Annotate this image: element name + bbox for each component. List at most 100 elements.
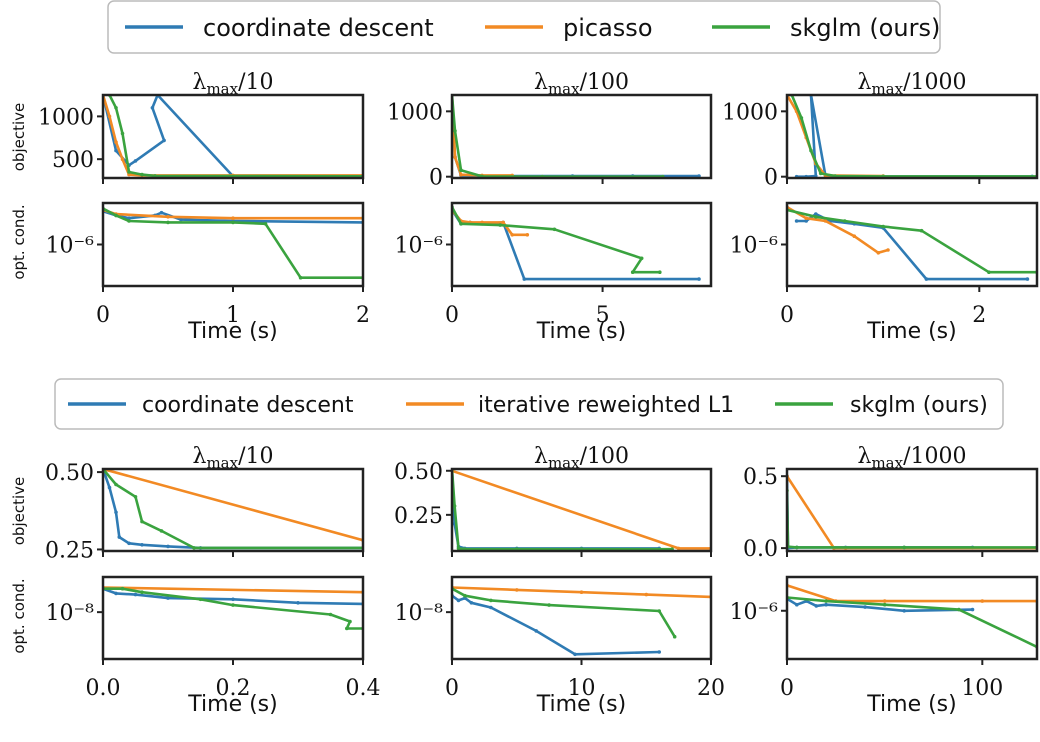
data-point-cd	[534, 629, 538, 633]
optcond-axes: 10⁻⁶	[730, 201, 1039, 292]
series-line-skglm	[452, 587, 676, 638]
objective-axes: 0 1000	[722, 93, 1039, 191]
data-point-skglm	[127, 219, 131, 223]
optcond-axes: 10⁻⁸	[395, 575, 713, 665]
data-point-picasso	[459, 172, 463, 177]
series-line-irl1	[103, 586, 363, 594]
series-line-cd	[452, 209, 699, 281]
data-point-cd	[114, 148, 118, 153]
data-point-skglm	[799, 116, 804, 120]
data-point-cd	[127, 216, 131, 220]
data-point-skglm	[298, 275, 303, 280]
legend-bottom-label-cd: coordinate descent	[142, 393, 354, 418]
x-axis-label: Time (s)	[187, 692, 277, 717]
data-point-cd	[489, 605, 493, 610]
x-axis-label: Time (s)	[536, 692, 626, 717]
y-tick-label: 0.50	[394, 460, 443, 485]
x-tick-label: 20	[697, 676, 725, 701]
data-point-skglm	[231, 603, 235, 607]
data-point-skglm	[672, 634, 677, 639]
data-point-picasso	[804, 216, 808, 220]
objective-axes: 0.25 0.50	[45, 461, 365, 563]
data-point-picasso	[114, 140, 118, 144]
data-point-irl1	[515, 588, 519, 592]
data-point-skglm	[453, 129, 457, 133]
data-point-irl1	[579, 590, 584, 594]
y-tick-label: 0.50	[45, 461, 94, 486]
data-point-cd	[127, 541, 131, 546]
data-point-skglm	[133, 495, 138, 499]
x-tick-label: 2	[356, 303, 370, 328]
data-point-picasso	[501, 220, 506, 225]
series-line-irl1	[787, 475, 1037, 550]
data-point-cd	[924, 277, 929, 281]
data-point-cd	[159, 210, 164, 215]
data-point-cd	[166, 544, 170, 549]
series-line-picasso	[452, 209, 528, 237]
data-point-cd	[150, 106, 155, 110]
data-point-cd	[697, 277, 701, 281]
data-point-skglm	[824, 599, 828, 603]
series-line-irl1	[787, 584, 1037, 603]
series-line-skglm	[452, 206, 660, 274]
x-axis-label: Time (s)	[536, 319, 626, 344]
data-point-skglm	[120, 131, 125, 136]
data-point-skglm	[166, 220, 170, 225]
panel-bottom-3: λmax/10 0.25 0.50 10⁻⁸ 0.0 0.2 0.4 Time (s)	[45, 444, 380, 717]
axes-frame	[101, 93, 365, 180]
x-tick-label: 0.2	[216, 676, 251, 701]
data-point-skglm	[127, 170, 131, 174]
data-point-skglm	[881, 224, 885, 229]
axes-frame	[101, 467, 365, 553]
x-axis-label: Time (s)	[187, 319, 277, 344]
y-tick-label: 0.5	[743, 465, 778, 490]
y-tick-label: 10⁻⁶	[395, 234, 444, 259]
x-tick-label: 0.4	[346, 676, 381, 701]
x-axis-label: Time (s)	[866, 692, 956, 717]
data-point-skglm	[114, 213, 118, 218]
series-line-irl1	[452, 469, 711, 550]
data-point-cd	[133, 592, 138, 597]
series-line-cd	[452, 95, 699, 178]
ylabel-optcond-bottom: opt. cond.	[10, 578, 28, 653]
axes-frame	[785, 467, 1039, 553]
data-point-skglm	[452, 504, 457, 508]
ylabel-objective-top: objective	[10, 103, 28, 172]
data-point-picasso	[510, 233, 514, 237]
objective-axes: 0.25 0.50	[394, 460, 713, 557]
data-point-cd	[179, 217, 183, 222]
x-tick-label: 0	[445, 676, 459, 701]
data-point-skglm	[489, 598, 493, 603]
data-point-picasso	[127, 172, 131, 177]
objective-axes: 0.0 0.5	[743, 465, 1039, 562]
panel-title: λmax/100	[534, 444, 629, 472]
data-point-cd	[657, 650, 661, 654]
series-line-skglm	[452, 95, 663, 178]
y-tick-label: 10⁻⁶	[46, 234, 95, 259]
panel-title: λmax/100	[534, 70, 629, 98]
data-point-cd	[522, 277, 527, 281]
optcond-axes: 10⁻⁶	[395, 201, 713, 292]
legend-top-label-cd: coordinate descent	[203, 14, 434, 42]
panel-bottom-4: λmax/100 0.25 0.50 10⁻⁸ 0 10 20 Time (s)	[394, 444, 725, 717]
data-point-cd	[456, 598, 461, 603]
series-line-cd	[796, 212, 1028, 281]
y-tick-label: 1000	[38, 105, 94, 130]
data-point-skglm	[231, 220, 235, 225]
data-point-skglm	[658, 270, 662, 275]
data-point-skglm	[198, 597, 203, 602]
data-point-picasso	[120, 157, 125, 161]
data-point-cd	[114, 510, 118, 515]
y-tick-label: 0.0	[743, 537, 778, 562]
series-line-picasso	[787, 95, 884, 178]
x-tick-label: 0	[445, 303, 459, 328]
axes-frame	[785, 93, 1039, 180]
data-point-cd	[863, 605, 867, 609]
data-point-skglm	[463, 593, 467, 598]
data-point-picasso	[107, 114, 112, 119]
data-point-irl1	[882, 599, 887, 603]
data-point-cd	[114, 591, 118, 596]
x-tick-label: 1	[226, 303, 240, 328]
data-point-cd	[573, 652, 577, 657]
